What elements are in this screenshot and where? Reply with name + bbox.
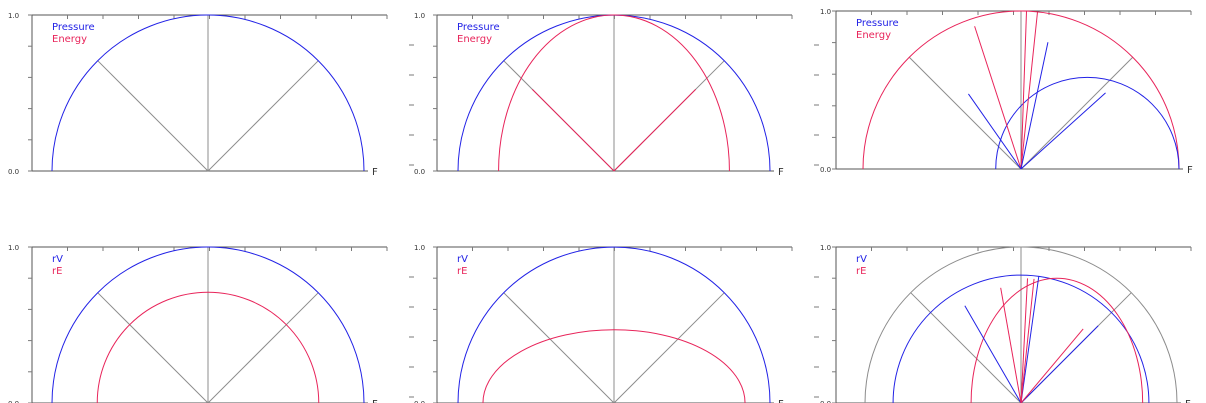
series-curve-rE-2 [482,329,746,403]
series-curve-rV-2 [892,274,1150,403]
legend-entry-1: Pressure [856,18,899,29]
radial-line-1 [532,89,615,172]
x-axis-label: F [1187,165,1193,176]
radial-line-1 [964,305,1022,403]
y-tick-label-bottom: 0.0 [8,400,19,403]
y-tick-label-top: 1.0 [414,12,425,20]
spoke-line-3 [613,292,725,403]
series-curve-rE-3 [970,277,1144,403]
radial-line-4 [968,93,1022,170]
series-curve-Energy-1 [862,10,1180,170]
y-tick-label-bottom: 0.0 [8,168,19,176]
radial-line-2 [1020,11,1028,170]
series-curve-rE-2 [96,291,320,403]
radial-line-3 [1020,11,1039,170]
spoke-line-3 [207,60,319,172]
y-tick-label-bottom: 0.0 [414,400,425,403]
legend-entry-1: Pressure [457,22,500,33]
spoke-line-1 [908,56,1022,170]
x-axis-label: F [1185,399,1191,403]
series-curve-Pressure-1 [51,14,365,172]
legend-entry-2: rE [52,266,62,277]
y-tick-label-bottom: 0.0 [414,168,425,176]
radial-line-6 [1020,278,1035,403]
legend-entry-2: Energy [52,34,87,45]
legend-entry-2: rE [457,266,467,277]
x-axis-label: F [372,399,378,403]
series-curve-rV-1 [51,246,365,403]
y-tick-label-top: 1.0 [820,244,831,252]
y-tick-label-top: 1.0 [8,244,19,252]
chart-panel-4: 1.0 0.0 FrVrE [8,244,414,403]
y-tick-label-bottom: 0.0 [820,166,831,174]
legend-entry-2: rE [856,266,866,277]
legend-entry-2: Energy [457,34,492,45]
chart-panel-5: 1.0 0.0 FrVrE [414,244,819,403]
y-tick-label-bottom: 0.0 [820,400,831,403]
radial-line-5 [1020,278,1029,403]
radial-line-1 [974,26,1022,170]
radial-line-5 [1020,42,1049,170]
series-curve-Pressure-2 [995,76,1180,170]
y-tick-label-top: 1.0 [8,12,19,20]
x-axis-label: F [778,399,784,403]
legend-entry-1: rV [457,254,468,265]
radial-line-6 [1020,92,1106,170]
chart-panel-6: 1.0 0.0 FrVrE [820,244,1192,403]
series-curve-Energy-2 [498,14,730,172]
radial-line-2 [1020,276,1040,403]
legend-entry-1: rV [52,254,63,265]
series-curve-ref-1 [864,246,1178,403]
radial-line-7 [1020,328,1084,403]
spoke-line-1 [97,60,209,172]
spoke-line-1 [503,292,615,403]
x-axis-label: F [372,167,378,178]
spoke-line-3 [1020,56,1134,170]
legend-entry-2: Energy [856,30,891,41]
spoke-line-1 [97,292,209,403]
legend-entry-1: rV [856,254,867,265]
y-tick-label-top: 1.0 [820,8,831,16]
radial-line-2 [613,89,696,172]
radial-line-4 [1000,287,1022,403]
x-axis-label: F [778,167,784,178]
legend-entry-1: Pressure [52,22,95,33]
y-tick-label-top: 1.0 [414,244,425,252]
spoke-line-1 [910,292,1022,403]
radial-line-3 [1020,325,1099,403]
spoke-line-3 [207,292,319,403]
series-curve-rV-1 [457,246,771,403]
